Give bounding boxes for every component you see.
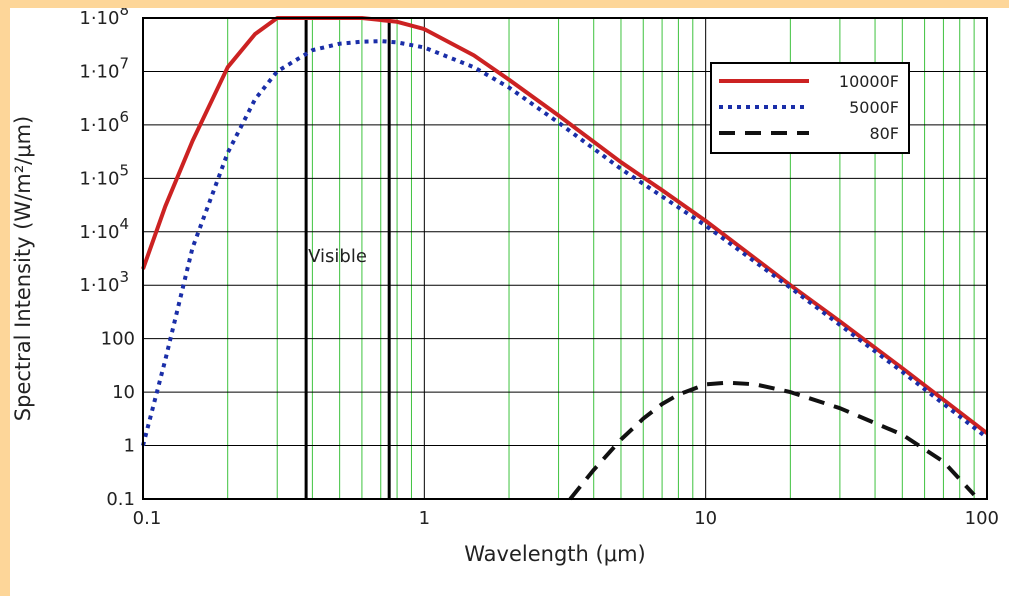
series-line-80f [568,380,976,501]
series-layer [141,16,989,501]
y-tick-label: 100 [101,329,135,350]
series-line-5000f [141,39,989,447]
y-tick-label: 1·107 [79,54,129,82]
visible-band-label: Visible [308,246,367,267]
y-tick-label: 1·103 [79,268,129,296]
y-tick-label: 1·106 [79,108,129,136]
x-tick-label: 10 [694,508,717,529]
y-tick-label: 1 [124,436,135,457]
y-tick-labels: 0.1 1 10 100 1·103 1·104 1·105 1·106 1·107 1·108 [79,8,135,510]
x-tick-label: 0.1 [133,508,162,529]
y-axis-title: Spectral Intensity (W/m²/μm) [11,116,35,421]
x-tick-label: 1 [419,508,430,529]
visible-band: Visible [304,18,391,499]
x-tick-label: 100 [965,508,999,529]
series-line-10000f [141,16,989,435]
chart-panel: Visible 0.1 1 10 100 0.1 1 10 100 1·103 1·104 1·1… [10,8,1009,596]
legend-label-80f: 80F [869,124,899,143]
y-tick-label: 1·104 [79,215,129,243]
legend-label-5000f: 5000F [849,98,899,117]
legend-label-10000f: 10000F [839,72,899,91]
y-tick-label: 0.1 [106,489,135,510]
y-tick-label: 1·108 [79,8,129,29]
legend-box [710,62,910,154]
spectral-intensity-chart: Visible 0.1 1 10 100 0.1 1 10 100 1·103 1·104 1·1… [11,8,999,566]
x-tick-labels: 0.1 1 10 100 [133,508,999,529]
plot-frame [142,17,988,500]
y-tick-label: 10 [112,382,135,403]
y-tick-label: 1·105 [79,161,129,189]
x-axis-title: Wavelength (μm) [464,542,645,566]
legend: 10000F 5000F 80F [710,62,910,154]
